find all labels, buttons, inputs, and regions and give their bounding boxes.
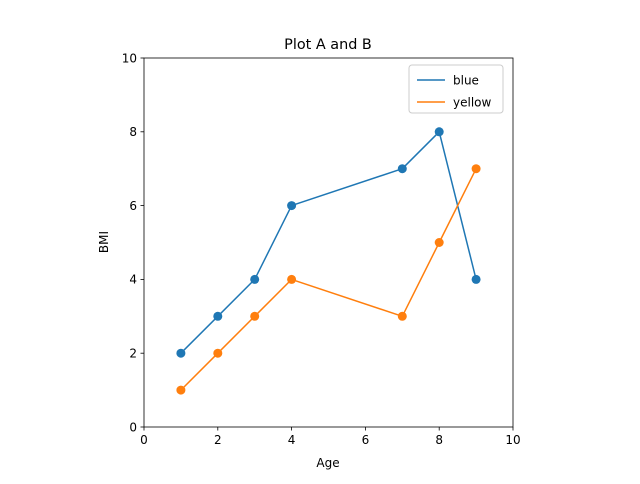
plot-frame	[143, 57, 514, 428]
data-point-blue	[250, 274, 260, 284]
x-axis-label: Age	[316, 456, 339, 470]
legend-box	[408, 64, 504, 114]
y-tick-label: 8	[129, 125, 137, 139]
legend-label-blue: blue	[453, 73, 479, 87]
data-point-yellow	[213, 348, 223, 358]
x-tick-label: 10	[505, 433, 520, 447]
y-axis-label: BMI	[97, 231, 111, 253]
data-point-yellow	[250, 311, 260, 321]
x-tick-label: 6	[362, 433, 370, 447]
data-point-blue	[471, 274, 481, 284]
legend-item: blue	[417, 73, 479, 87]
x-tick-label: 4	[288, 433, 296, 447]
y-tick-label: 2	[129, 347, 137, 361]
data-point-yellow	[287, 274, 297, 284]
data-point-blue	[213, 311, 223, 321]
y-tick-label: 10	[122, 51, 137, 65]
x-tick-label: 0	[140, 433, 148, 447]
data-point-blue	[287, 201, 297, 211]
legend-item: yellow	[417, 95, 491, 109]
data-point-blue	[397, 164, 407, 174]
y-tick-label: 6	[129, 199, 137, 213]
chart-title: Plot A and B	[284, 37, 372, 53]
data-point-yellow	[434, 238, 444, 247]
legend: blue yellow	[408, 64, 504, 114]
data-point-yellow	[176, 385, 186, 395]
y-tick-label: 4	[129, 273, 137, 287]
x-tick-label: 2	[214, 433, 222, 447]
series-layer	[176, 127, 481, 395]
data-point-yellow	[471, 164, 481, 174]
series-blue	[176, 127, 481, 358]
x-tick-label: 8	[435, 433, 443, 447]
series-yellow	[176, 164, 481, 395]
ticks-layer: 0 2 4 6 8 10 0 2 4 6 8 10	[122, 51, 521, 447]
data-point-blue	[434, 127, 444, 137]
legend-label-yellow: yellow	[453, 95, 491, 109]
y-tick-label: 0	[129, 420, 137, 434]
data-point-yellow	[397, 311, 407, 321]
data-point-blue	[176, 348, 186, 358]
